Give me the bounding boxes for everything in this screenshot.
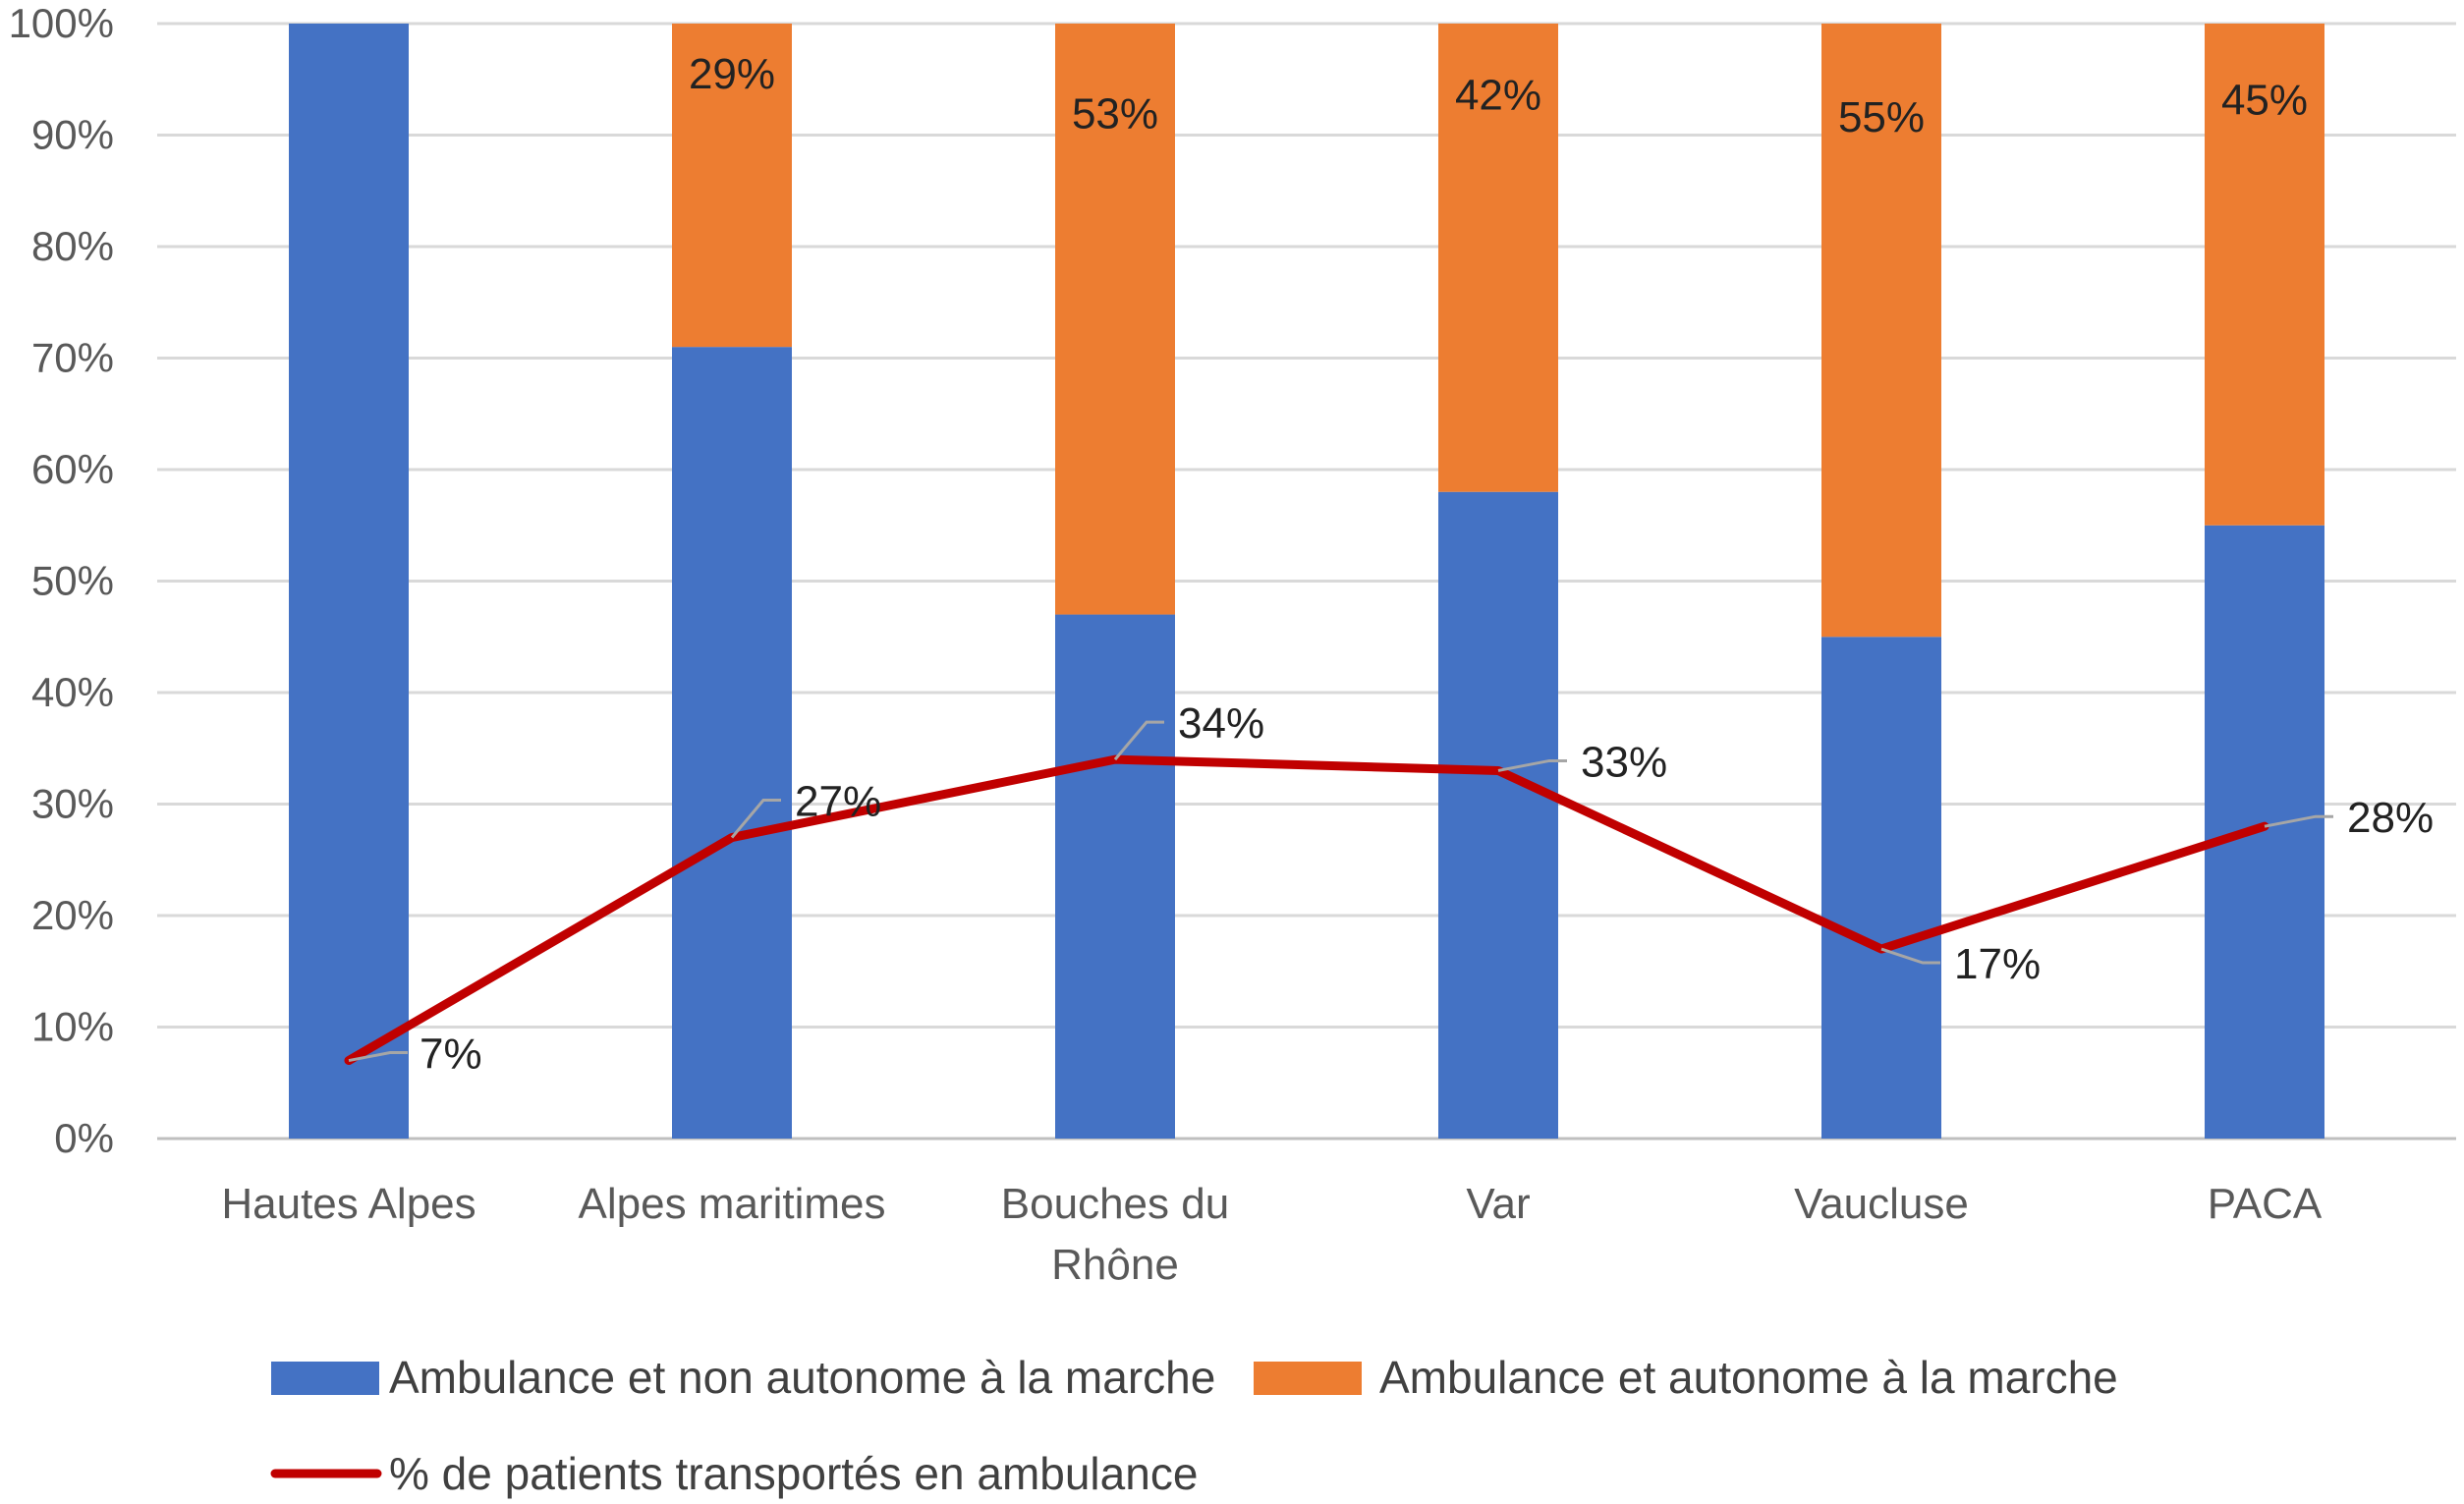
line-label-leader [1113, 720, 1164, 761]
line-label-leader [1497, 758, 1567, 772]
legend-label-autonome: Ambulance et autonome à la marche [1379, 1352, 2118, 1403]
line-label-leader [1880, 947, 1940, 965]
x-category-label: Hautes Alpes [221, 1180, 476, 1228]
y-tick-label: 30% [31, 781, 114, 827]
line-data-label: 7% [420, 1031, 482, 1079]
line-label-leader [2264, 814, 2333, 828]
bar-segment-non-autonome [1821, 637, 1941, 1139]
bar-segment-autonome [2205, 24, 2324, 526]
y-tick-label: 60% [31, 446, 114, 492]
y-tick-label: 90% [31, 112, 114, 158]
bar-segment-non-autonome [1055, 614, 1175, 1139]
bar-data-label: 53% [1072, 90, 1158, 139]
x-category-label: PACA [2208, 1180, 2323, 1228]
line-series [344, 754, 2269, 1066]
bar-segment-non-autonome [289, 24, 409, 1139]
legend-swatch-autonome [1254, 1362, 1362, 1395]
bar-data-label: 55% [1838, 93, 1925, 141]
line-data-labels: 7% 27% 34% 33% 17% 28% [348, 699, 2434, 1079]
x-category-label: Bouches du [1001, 1180, 1229, 1228]
y-tick-label: 0% [54, 1115, 114, 1161]
ambulance-percentage-line [344, 754, 2269, 1066]
legend: Ambulance et non autonome à la marche Amb… [270, 1352, 2118, 1499]
bar-segment-non-autonome [672, 347, 792, 1139]
line-data-label: 27% [795, 778, 881, 826]
y-tick-label: 50% [31, 558, 114, 604]
gridlines [157, 22, 2456, 1141]
y-tick-label: 100% [9, 0, 114, 46]
line-data-label: 33% [1581, 738, 1667, 786]
y-tick-label: 10% [31, 1004, 114, 1050]
bar-segment-non-autonome [2205, 525, 2324, 1139]
x-category-label: Alpes maritimes [579, 1180, 886, 1228]
bar-segment-autonome [672, 24, 792, 348]
y-tick-label: 70% [31, 335, 114, 381]
line-data-label: 28% [2347, 794, 2434, 842]
legend-label-line: % de patients transportés en ambulance [389, 1448, 1198, 1499]
y-axis-ticks: 0% 10% 20% 30% 40% 50% 60% 70% 80% 90% 100% [9, 0, 114, 1161]
line-data-label: 17% [1954, 940, 2041, 988]
bar-data-labels: 29% 53% 42% 55% 45% [689, 50, 2308, 141]
bar-segment-autonome [1438, 24, 1558, 492]
x-category-label: Var [1466, 1180, 1530, 1228]
bar-segment-non-autonome [1438, 491, 1558, 1139]
bars [289, 24, 2324, 1139]
bar-data-label: 29% [689, 50, 775, 98]
line-data-label: 34% [1178, 699, 1264, 748]
line-label-leader [730, 799, 781, 839]
line-label-leader [348, 1051, 408, 1063]
bar-data-label: 45% [2221, 77, 2308, 125]
legend-swatch-non-autonome [271, 1362, 379, 1395]
legend-label-non-autonome: Ambulance et non autonome à la marche [389, 1352, 1215, 1403]
bar-data-label: 42% [1455, 71, 1541, 119]
bar-segment-autonome [1821, 24, 1941, 638]
y-tick-label: 40% [31, 669, 114, 715]
y-tick-label: 80% [31, 223, 114, 269]
bar-segment-autonome [1055, 24, 1175, 615]
x-category-label: Rhône [1051, 1241, 1179, 1289]
x-category-label: Vaucluse [1794, 1180, 1969, 1228]
y-tick-label: 20% [31, 892, 114, 938]
x-axis-ticks: Hautes Alpes Alpes maritimes Bouches du Rhô… [221, 1180, 2323, 1289]
